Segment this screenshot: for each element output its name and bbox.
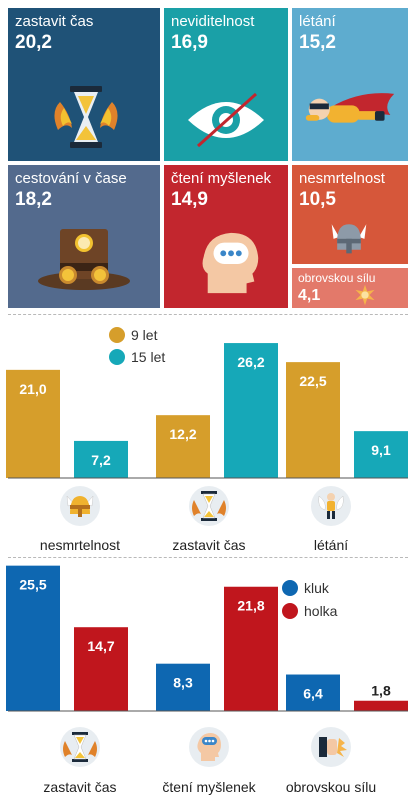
tile-value: 4,1 [298, 287, 321, 304]
tile-label: létání [299, 13, 336, 30]
tile-label: zastavit čas [15, 13, 94, 30]
gender-bar-chart: kluk holka 25,5 14,7 8,3 21,8 6,4 1,8 zastavi… [6, 565, 408, 795]
chart2-bars: 25,5 14,7 8,3 21,8 6,4 1,8 [6, 565, 408, 711]
flying-hero-icon [311, 486, 351, 526]
category-label: nesmrtelnost [40, 537, 120, 553]
viking-helmet-icon [60, 486, 100, 526]
tile-label: cestování v čase [15, 170, 127, 187]
head-thought-icon [189, 727, 229, 767]
bar-value-label: 21,0 [19, 381, 46, 397]
chart2-legend: kluk holka [282, 580, 338, 619]
legend-swatch-15-let [109, 349, 125, 365]
bar-value-label: 26,2 [237, 354, 264, 370]
tile-nesmrtelnost: nesmrtelnost 10,5 [292, 165, 408, 264]
tile-neviditelnost: neviditelnost 16,9 [164, 8, 288, 161]
tile-value: 15,2 [299, 32, 336, 53]
category-label: obrovskou sílu [286, 779, 376, 795]
bar-kluk-0 [6, 565, 60, 711]
bar-15-let-1 [224, 343, 278, 478]
category-label: létání [314, 537, 348, 553]
category-label: čtení myšlenek [162, 779, 256, 795]
bar-value-label: 21,8 [237, 598, 264, 614]
legend-swatch-holka [282, 603, 298, 619]
tile-value: 10,5 [299, 189, 336, 210]
fist-burst-icon [311, 727, 351, 767]
bar-15-let-0 [74, 440, 128, 478]
bar-holka-0 [74, 627, 128, 711]
tile-value: 14,9 [171, 189, 208, 210]
chart1-bars: 21,0 7,2 12,2 26,2 22,5 9,1 [6, 343, 408, 478]
tile-cteni-myslenek: čtení myšlenek 14,9 [164, 165, 288, 308]
bar-value-label: 9,1 [371, 442, 391, 458]
age-bar-chart: 9 let 15 let 21,0 7,2 12,2 26,2 22,5 9,1 nesm… [6, 327, 408, 553]
bar-value-label: 6,4 [303, 686, 323, 702]
tile-value: 16,9 [171, 32, 208, 53]
bar-9-let-2 [286, 362, 340, 478]
section-divider [8, 314, 408, 315]
legend-label-kluk: kluk [304, 580, 330, 596]
category-label: zastavit čas [172, 537, 245, 553]
chart1-legend: 9 let 15 let [109, 327, 165, 365]
legend-swatch-9-let [109, 327, 125, 343]
section-divider [8, 557, 408, 558]
hourglass-icon [54, 86, 118, 148]
bar-value-label: 14,7 [87, 638, 114, 654]
legend-swatch-kluk [282, 580, 298, 596]
legend-label-holka: holka [304, 603, 338, 619]
hourglass-icon [60, 727, 100, 767]
bar-holka-2 [354, 700, 408, 711]
tile-obrovskou-silu: obrovskou sílu 4,1 [292, 268, 408, 308]
bar-value-label: 22,5 [299, 373, 326, 389]
bar-15-let-2 [354, 431, 408, 478]
bar-9-let-0 [6, 369, 60, 478]
bar-kluk-2 [286, 674, 340, 711]
hourglass-icon [189, 486, 229, 526]
tile-zastavit-cas: zastavit čas 20,2 [8, 8, 160, 161]
eye-crossed-icon [188, 92, 264, 148]
viking-helmet-icon [331, 224, 367, 254]
tile-value: 18,2 [15, 189, 52, 210]
tile-label: čtení myšlenek [171, 170, 272, 187]
tile-cestovani-v-case: cestování v čase 18,2 [8, 165, 160, 308]
legend-label-9-let: 9 let [131, 327, 158, 343]
bar-value-label: 7,2 [91, 452, 111, 468]
bar-9-let-1 [156, 415, 210, 478]
flying-hero-icon [305, 93, 395, 123]
head-thought-icon [202, 232, 259, 294]
tile-label: neviditelnost [171, 13, 255, 30]
tile-label: nesmrtelnost [299, 170, 385, 187]
bar-value-label: 8,3 [173, 675, 193, 691]
tile-label: obrovskou sílu [298, 271, 376, 285]
legend-label-15-let: 15 let [131, 349, 165, 365]
tile-value: 20,2 [15, 32, 52, 53]
bar-holka-1 [224, 586, 278, 711]
tile-letani: létání 15,2 [292, 8, 408, 161]
bar-value-label: 12,2 [169, 426, 196, 442]
bar-value-label: 1,8 [371, 683, 391, 699]
bar-value-label: 25,5 [19, 577, 46, 593]
steampunk-hat-icon [38, 229, 130, 290]
bar-kluk-1 [156, 663, 210, 711]
category-label: zastavit čas [43, 779, 116, 795]
fist-burst-icon [355, 284, 375, 306]
